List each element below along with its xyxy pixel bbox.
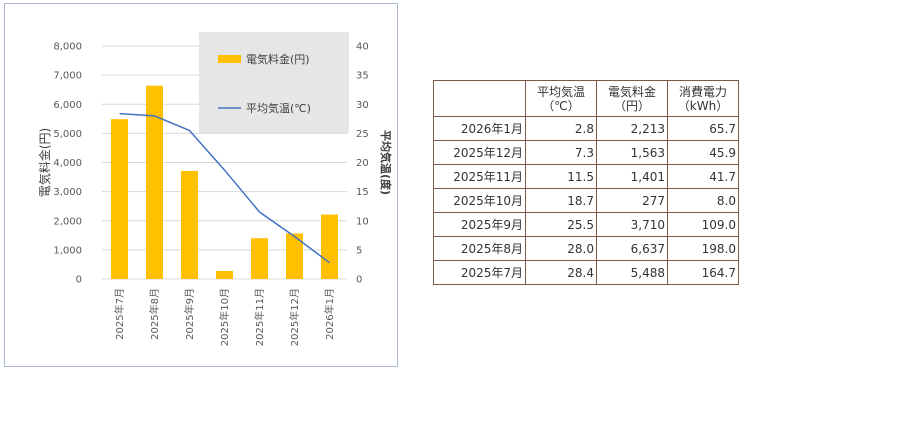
table-cell-power: 45.9 [667, 140, 739, 165]
header-line2: （kWh） [677, 98, 729, 113]
y2-tick-label: 25 [356, 129, 369, 140]
bar [286, 233, 303, 279]
table-cell-temp: 18.7 [525, 188, 597, 213]
y-tick-label: 6,000 [53, 100, 82, 111]
legend-box [199, 32, 349, 133]
legend-bar-swatch [218, 55, 241, 63]
x-tick-label: 2025年7月 [113, 288, 126, 340]
y-tick-label: 8,000 [53, 42, 82, 53]
temperature-line [119, 112, 330, 264]
table-cell-fee: 1,563 [596, 140, 668, 165]
y2-tick-label: 0 [356, 275, 362, 286]
bar [251, 238, 268, 279]
table-header-power: 消費電力 （kWh） [667, 80, 739, 117]
table-cell-month: 2025年9月 [433, 212, 526, 237]
bar-series [111, 85, 338, 279]
table-header-fee: 電気料金 （円） [596, 80, 668, 117]
y-tick-label: 7,000 [53, 71, 82, 82]
line-series [119, 112, 330, 264]
table-row: 2025年7月 28.4 5,488 164.7 [433, 260, 739, 285]
table-cell-temp: 7.3 [525, 140, 597, 165]
header-line1: 電気料金 [607, 84, 656, 99]
table-cell-power: 164.7 [667, 260, 739, 285]
table-cell-fee: 277 [596, 188, 668, 213]
y2-tick-label: 15 [356, 187, 369, 198]
table-header-temp: 平均気温 （℃） [525, 80, 597, 117]
y2-tick-label: 30 [356, 100, 369, 111]
header-line1: 平均気温 [536, 84, 585, 99]
combo-chart: 0 1,000 2,000 3,000 4,000 5,000 6,000 7,000 8,00… [37, 32, 393, 347]
y2-tick-label: 40 [356, 42, 369, 53]
table-cell-temp: 28.0 [525, 236, 597, 261]
table-row: 2025年8月 28.0 6,637 198.0 [433, 236, 739, 261]
table-cell-fee: 6,637 [596, 236, 668, 261]
table-cell-power: 65.7 [667, 116, 739, 141]
table-row: 2025年9月 25.5 3,710 109.0 [433, 212, 739, 237]
y-tick-label: 3,000 [53, 187, 82, 198]
table-cell-temp: 25.5 [525, 212, 597, 237]
table-row: 2025年10月 18.7 277 8.0 [433, 188, 739, 213]
table-cell-power: 8.0 [667, 188, 739, 213]
y2-tick-label: 35 [356, 71, 369, 82]
header-line1: 消費電力 [678, 84, 727, 99]
y-tick-label: 1,000 [53, 245, 82, 256]
table-cell-fee: 5,488 [596, 260, 668, 285]
x-tick-label: 2025年12月 [288, 288, 301, 346]
table-cell-temp: 2.8 [525, 116, 597, 141]
y2-tick-label: 5 [356, 245, 362, 256]
y-tick-label: 5,000 [53, 129, 82, 140]
table-cell-power: 41.7 [667, 164, 739, 189]
header-line2: （円） [613, 98, 650, 113]
table-body: 2026年1月 2.8 2,213 65.7 2025年12月 7.3 1,563 45.9 2… [433, 116, 739, 285]
table-cell-temp: 11.5 [525, 164, 597, 189]
table-cell-fee: 2,213 [596, 116, 668, 141]
table-cell-month: 2025年7月 [433, 260, 526, 285]
table-row: 2026年1月 2.8 2,213 65.7 [433, 116, 739, 141]
x-tick-label: 2025年8月 [148, 288, 161, 340]
header-line2: （℃） [542, 98, 580, 113]
table-header-row: 平均気温 （℃） 電気料金 （円） 消費電力 （kWh） [433, 80, 739, 117]
y-tick-label: 0 [76, 275, 82, 286]
y2-axis-title: 平均気温(度) [379, 130, 393, 195]
x-tick-label: 2026年1月 [323, 288, 336, 340]
table-header-corner [433, 80, 526, 117]
y-axis-title: 電気料金(円) [37, 128, 52, 197]
y2-tick-label: 10 [356, 216, 369, 227]
table-cell-month: 2025年12月 [433, 140, 526, 165]
bar [321, 214, 338, 279]
bar [146, 85, 163, 279]
legend-label-fee: 電気料金(円) [246, 52, 310, 66]
chart-axes: 0 1,000 2,000 3,000 4,000 5,000 6,000 7,000 8,00… [37, 42, 393, 347]
x-tick-label: 2025年11月 [253, 288, 266, 346]
y-tick-label: 4,000 [53, 158, 82, 169]
table-cell-month: 2025年8月 [433, 236, 526, 261]
bar [181, 170, 198, 279]
table-cell-fee: 1,401 [596, 164, 668, 189]
table-row: 2025年12月 7.3 1,563 45.9 [433, 140, 739, 165]
y2-tick-label: 20 [356, 158, 369, 169]
chart-legend: 電気料金(円) 平均気温(℃) [199, 32, 349, 133]
table-cell-fee: 3,710 [596, 212, 668, 237]
bar [216, 270, 233, 279]
bar [111, 119, 128, 279]
table-cell-month: 2026年1月 [433, 116, 526, 141]
table-cell-power: 109.0 [667, 212, 739, 237]
data-table: 平均気温 （℃） 電気料金 （円） 消費電力 （kWh） 2026年1月 2.8 2… [433, 80, 739, 285]
chart-frame: 0 1,000 2,000 3,000 4,000 5,000 6,000 7,000 8,00… [4, 3, 398, 367]
table-cell-power: 198.0 [667, 236, 739, 261]
y-tick-label: 2,000 [53, 216, 82, 227]
table-cell-month: 2025年11月 [433, 164, 526, 189]
table-cell-month: 2025年10月 [433, 188, 526, 213]
table-cell-temp: 28.4 [525, 260, 597, 285]
x-tick-label: 2025年9月 [183, 288, 196, 340]
x-tick-label: 2025年10月 [218, 288, 231, 346]
table-row: 2025年11月 11.5 1,401 41.7 [433, 164, 739, 189]
legend-label-temp: 平均気温(℃) [246, 101, 311, 115]
